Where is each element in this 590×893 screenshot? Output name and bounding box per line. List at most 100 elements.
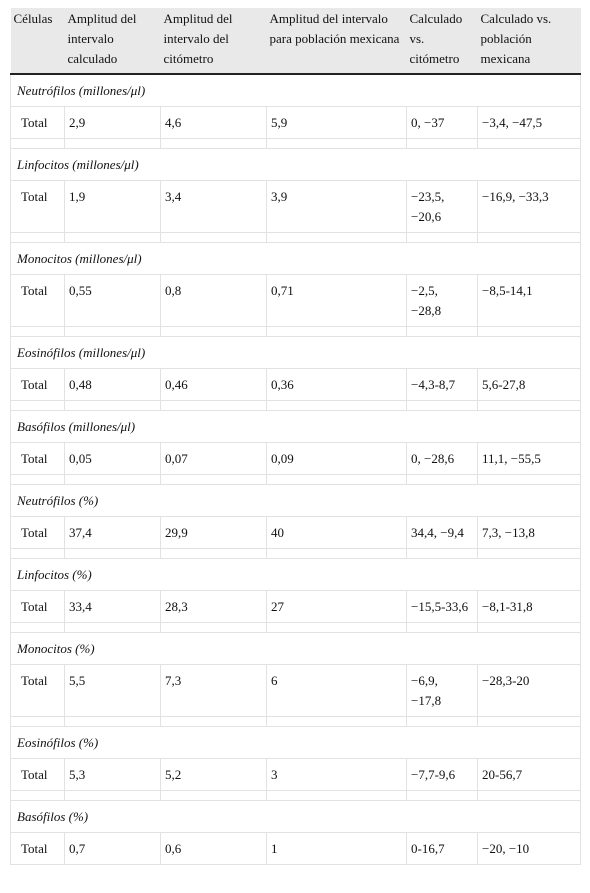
spacer-cell	[64, 622, 161, 633]
cell: 27	[266, 590, 407, 623]
header-cell: Amplitud del intervalo calculado	[64, 8, 161, 75]
cell: 28,3	[160, 590, 267, 623]
cell: 5,5	[64, 664, 161, 717]
spacer-cell	[477, 138, 581, 149]
cell: −4,3-8,7	[406, 368, 478, 401]
section-title: Neutrófilos (%)	[10, 484, 581, 517]
spacer-cell	[64, 474, 161, 485]
data-row: Total 5,5 7,3 6 −6,9, −17,8 −28,3-20	[10, 664, 581, 717]
spacer-cell	[64, 326, 161, 337]
cell: −8,5-14,1	[477, 274, 581, 327]
section-row: Neutrófilos (%)	[10, 484, 581, 517]
cell: Total	[10, 274, 65, 327]
spacer-cell	[160, 790, 267, 801]
spacer-cell	[266, 138, 407, 149]
cell: 5,6-27,8	[477, 368, 581, 401]
spacer-cell	[160, 474, 267, 485]
cell: 0,46	[160, 368, 267, 401]
spacer-cell	[477, 716, 581, 727]
spacer-cell	[10, 400, 65, 411]
spacer-cell	[160, 138, 267, 149]
spacer-cell	[406, 716, 478, 727]
spacer-cell	[266, 400, 407, 411]
spacer-cell	[406, 326, 478, 337]
cell: 0, −28,6	[406, 442, 478, 475]
spacer-cell	[477, 400, 581, 411]
section-title: Basófilos (millones/μl)	[10, 410, 581, 443]
cell: 0,55	[64, 274, 161, 327]
table-body: Neutrófilos (millones/μl) Total 2,9 4,6 5,9 0…	[10, 73, 581, 865]
cell: 4,6	[160, 106, 267, 139]
spacer-cell	[477, 548, 581, 559]
spacer-cell	[266, 548, 407, 559]
cell: 1	[266, 832, 407, 865]
spacer-row	[10, 326, 581, 337]
spacer-row	[10, 232, 581, 243]
cell: 0,05	[64, 442, 161, 475]
cell: −20, −10	[477, 832, 581, 865]
data-row: Total 0,48 0,46 0,36 −4,3-8,7 5,6-27,8	[10, 368, 581, 401]
spacer-cell	[160, 622, 267, 633]
section-title: Neutrófilos (millones/μl)	[10, 73, 581, 107]
spacer-cell	[266, 790, 407, 801]
spacer-cell	[406, 400, 478, 411]
cell: 7,3	[160, 664, 267, 717]
header-cell: Células	[10, 8, 65, 75]
section-title: Monocitos (%)	[10, 632, 581, 665]
data-row: Total 0,05 0,07 0,09 0, −28,6 11,1, −55,5	[10, 442, 581, 475]
cell: −23,5, −20,6	[406, 180, 478, 233]
cell: 2,9	[64, 106, 161, 139]
spacer-row	[10, 474, 581, 485]
spacer-cell	[160, 716, 267, 727]
spacer-cell	[10, 326, 65, 337]
spacer-cell	[406, 474, 478, 485]
spacer-cell	[266, 474, 407, 485]
spacer-row	[10, 400, 581, 411]
spacer-cell	[64, 232, 161, 243]
spacer-cell	[266, 622, 407, 633]
cell: 3,9	[266, 180, 407, 233]
spacer-cell	[477, 232, 581, 243]
header-cell: Calculado vs. población mexicana	[477, 8, 581, 75]
spacer-cell	[10, 138, 65, 149]
header-row: Células Amplitud del intervalo calculado A…	[10, 8, 581, 75]
cell: 20-56,7	[477, 758, 581, 791]
spacer-cell	[10, 232, 65, 243]
spacer-cell	[10, 790, 65, 801]
cell: 37,4	[64, 516, 161, 549]
cell: 3,4	[160, 180, 267, 233]
cell: 3	[266, 758, 407, 791]
spacer-cell	[160, 326, 267, 337]
cell: 1,9	[64, 180, 161, 233]
spacer-cell	[10, 548, 65, 559]
section-title: Eosinófilos (millones/μl)	[10, 336, 581, 369]
cell: −6,9, −17,8	[406, 664, 478, 717]
cell: Total	[10, 442, 65, 475]
cell: 5,9	[266, 106, 407, 139]
cell: Total	[10, 106, 65, 139]
cell: 29,9	[160, 516, 267, 549]
cell: 5,3	[64, 758, 161, 791]
cell: Total	[10, 368, 65, 401]
cell: 0,09	[266, 442, 407, 475]
cell: 7,3, −13,8	[477, 516, 581, 549]
cell: 11,1, −55,5	[477, 442, 581, 475]
section-row: Monocitos (millones/μl)	[10, 242, 581, 275]
spacer-cell	[64, 790, 161, 801]
spacer-cell	[160, 548, 267, 559]
section-row: Neutrófilos (millones/μl)	[10, 73, 581, 107]
cell: −15,5-33,6	[406, 590, 478, 623]
data-row: Total 0,7 0,6 1 0-16,7 −20, −10	[10, 832, 581, 865]
cell: 5,2	[160, 758, 267, 791]
spacer-cell	[10, 622, 65, 633]
section-title: Eosinófilos (%)	[10, 726, 581, 759]
spacer-row	[10, 716, 581, 727]
spacer-cell	[477, 622, 581, 633]
spacer-cell	[266, 326, 407, 337]
cell: −7,7-9,6	[406, 758, 478, 791]
cell: 6	[266, 664, 407, 717]
section-row: Basófilos (%)	[10, 800, 581, 833]
section-row: Monocitos (%)	[10, 632, 581, 665]
section-row: Linfocitos (%)	[10, 558, 581, 591]
